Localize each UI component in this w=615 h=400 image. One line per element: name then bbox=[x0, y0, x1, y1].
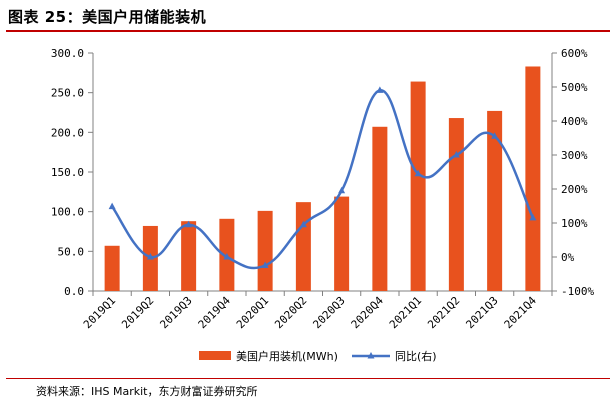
bar-2020Q4 bbox=[372, 126, 388, 291]
x-tick-label: 2019Q3 bbox=[157, 294, 194, 331]
x-tick-label: 2019Q4 bbox=[196, 294, 234, 332]
right-tick-label: 200% bbox=[561, 183, 588, 196]
bar-2019Q1 bbox=[104, 245, 120, 291]
right-tick-label: -100% bbox=[561, 285, 594, 298]
x-tick-label: 2020Q2 bbox=[272, 294, 309, 331]
bar-2020Q1 bbox=[257, 210, 273, 291]
legend-line-marker bbox=[367, 352, 375, 359]
x-tick-label: 2021Q2 bbox=[425, 294, 462, 331]
right-tick-label: 300% bbox=[561, 149, 588, 162]
yoy-marker-2020Q4 bbox=[376, 86, 384, 93]
yoy-marker-2021Q3 bbox=[491, 132, 499, 139]
figure-title: 图表 25：美国户用储能装机 bbox=[8, 8, 207, 26]
bar-2021Q1 bbox=[410, 81, 426, 291]
x-tick-label: 2020Q1 bbox=[234, 294, 271, 331]
bar-2020Q2 bbox=[295, 202, 311, 291]
source-note: 资料来源：IHS Markit，东方财富证券研究所 bbox=[36, 385, 258, 398]
x-tick-label: 2021Q4 bbox=[502, 294, 540, 332]
bar-2019Q3 bbox=[181, 221, 197, 291]
left-tick-label: 100.0 bbox=[51, 206, 84, 219]
right-tick-label: 500% bbox=[561, 81, 588, 94]
right-tick-label: 400% bbox=[561, 115, 588, 128]
yoy-marker-2019Q4 bbox=[223, 253, 231, 260]
yoy-marker-2019Q1 bbox=[108, 202, 116, 210]
bar-2021Q3 bbox=[487, 110, 503, 291]
left-tick-label: 250.0 bbox=[51, 87, 84, 100]
bar-2021Q2 bbox=[448, 118, 464, 291]
yoy-marker-2021Q2 bbox=[452, 151, 460, 158]
yoy-marker-2020Q2 bbox=[299, 220, 307, 228]
yoy-marker-2020Q1 bbox=[261, 261, 269, 268]
left-tick-label: 200.0 bbox=[51, 126, 84, 139]
legend-line-label: 同比(右) bbox=[395, 349, 437, 363]
x-tick-label: 2019Q2 bbox=[119, 294, 156, 331]
yoy-marker-2021Q1 bbox=[414, 169, 422, 177]
yoy-marker-2021Q4 bbox=[529, 213, 537, 221]
x-tick-label: 2021Q3 bbox=[463, 294, 500, 331]
right-tick-label: 600% bbox=[561, 47, 588, 60]
bar-2021Q4 bbox=[525, 66, 541, 291]
right-tick-label: 0% bbox=[561, 251, 575, 264]
yoy-marker-2019Q2 bbox=[146, 253, 154, 260]
right-tick-label: 100% bbox=[561, 217, 588, 230]
title-underline bbox=[6, 30, 610, 32]
left-tick-label: 150.0 bbox=[51, 166, 84, 179]
x-tick-label: 2019Q1 bbox=[81, 294, 118, 331]
legend-bar-swatch bbox=[199, 351, 231, 360]
x-tick-label: 2021Q1 bbox=[387, 294, 424, 331]
legend-bar-label: 美国户用装机(MWh) bbox=[236, 349, 338, 363]
yoy-marker-2019Q3 bbox=[185, 220, 193, 228]
yoy-line bbox=[111, 89, 535, 270]
left-tick-label: 300.0 bbox=[51, 47, 84, 60]
left-tick-label: 0.0 bbox=[64, 285, 84, 298]
x-tick-label: 2020Q3 bbox=[310, 294, 347, 331]
source-divider bbox=[6, 378, 610, 379]
left-tick-label: 50.0 bbox=[58, 245, 85, 258]
chart: 0.0 50.0 100.0 150.0 200.0 250.0 300.0 -100% 0% 1… bbox=[51, 47, 595, 363]
yoy-marker-2020Q3 bbox=[338, 186, 346, 194]
bar-2020Q3 bbox=[334, 196, 350, 291]
x-tick-label: 2020Q4 bbox=[349, 294, 387, 332]
